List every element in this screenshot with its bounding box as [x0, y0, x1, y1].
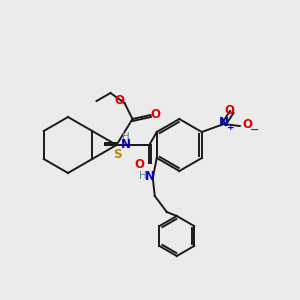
Text: O: O [134, 158, 144, 172]
Text: +: + [227, 124, 235, 133]
Text: H: H [122, 132, 130, 142]
Text: −: − [250, 125, 260, 135]
Text: O: O [151, 109, 160, 122]
Text: N: N [121, 139, 131, 152]
Text: N: N [145, 169, 155, 182]
Text: S: S [113, 148, 122, 160]
Text: O: O [115, 94, 124, 106]
Text: O: O [225, 104, 235, 118]
Text: H: H [139, 171, 147, 181]
Text: N: N [219, 116, 229, 130]
Text: O: O [243, 118, 253, 131]
